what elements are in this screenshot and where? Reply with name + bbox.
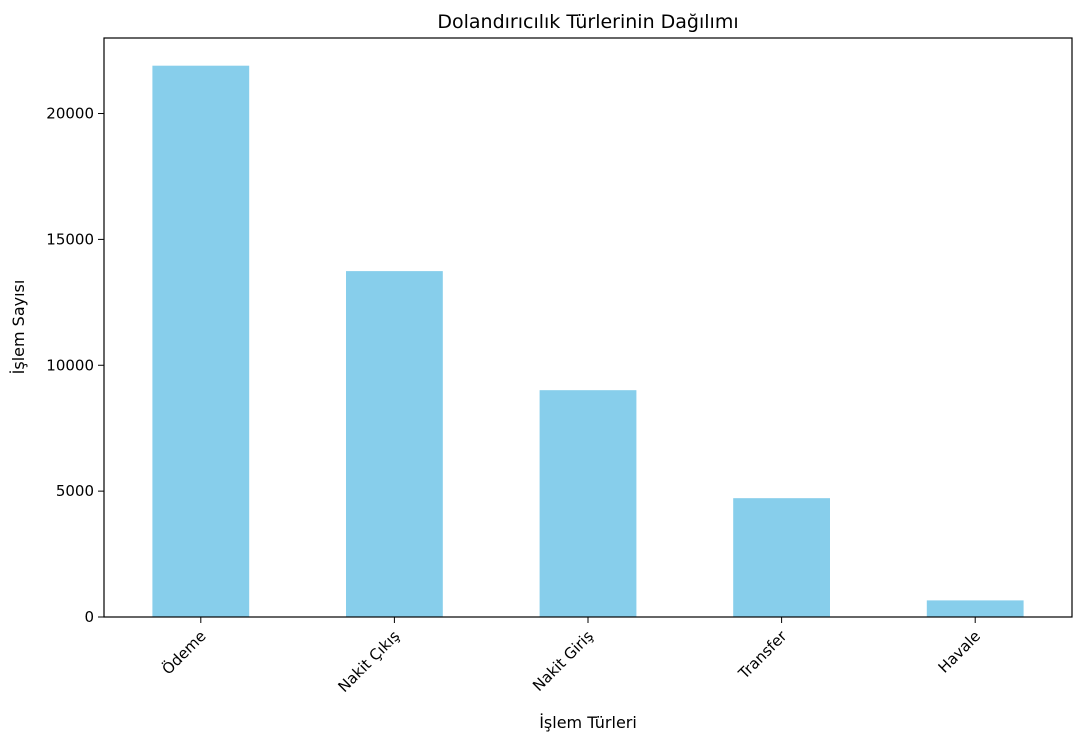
x-tick-label: Ödeme [158,626,210,678]
y-tick-label: 15000 [46,230,94,248]
bar-4 [733,498,830,617]
bar-1 [152,65,250,618]
bar-3 [539,390,637,617]
chart-title: Dolandırıcılık Türlerinin Dağılımı [437,11,738,33]
x-tick-label: Nakit Giriş [529,627,597,695]
x-tick-label: Havale [935,627,984,676]
plot-frame [103,37,1073,618]
y-axis-label: İşlem Sayısı [9,280,28,375]
bars-group [152,65,1024,618]
y-tick-label: 20000 [46,105,94,123]
y-tick-label: 0 [84,608,94,626]
y-tick-label: 10000 [46,356,94,374]
x-axis-ticks: Ödeme Nakit Çıkış Nakit Giriş Transfer Haval… [158,617,984,696]
x-tick-label: Transfer [734,627,791,684]
x-tick-label: Nakit Çıkış [334,627,403,696]
bar-2 [346,271,443,617]
y-tick-label: 5000 [56,482,94,500]
x-axis-label: İşlem Türleri [539,713,637,732]
y-axis-ticks: 0 5000 10000 15000 20000 [46,105,104,626]
bar-5 [926,600,1024,617]
